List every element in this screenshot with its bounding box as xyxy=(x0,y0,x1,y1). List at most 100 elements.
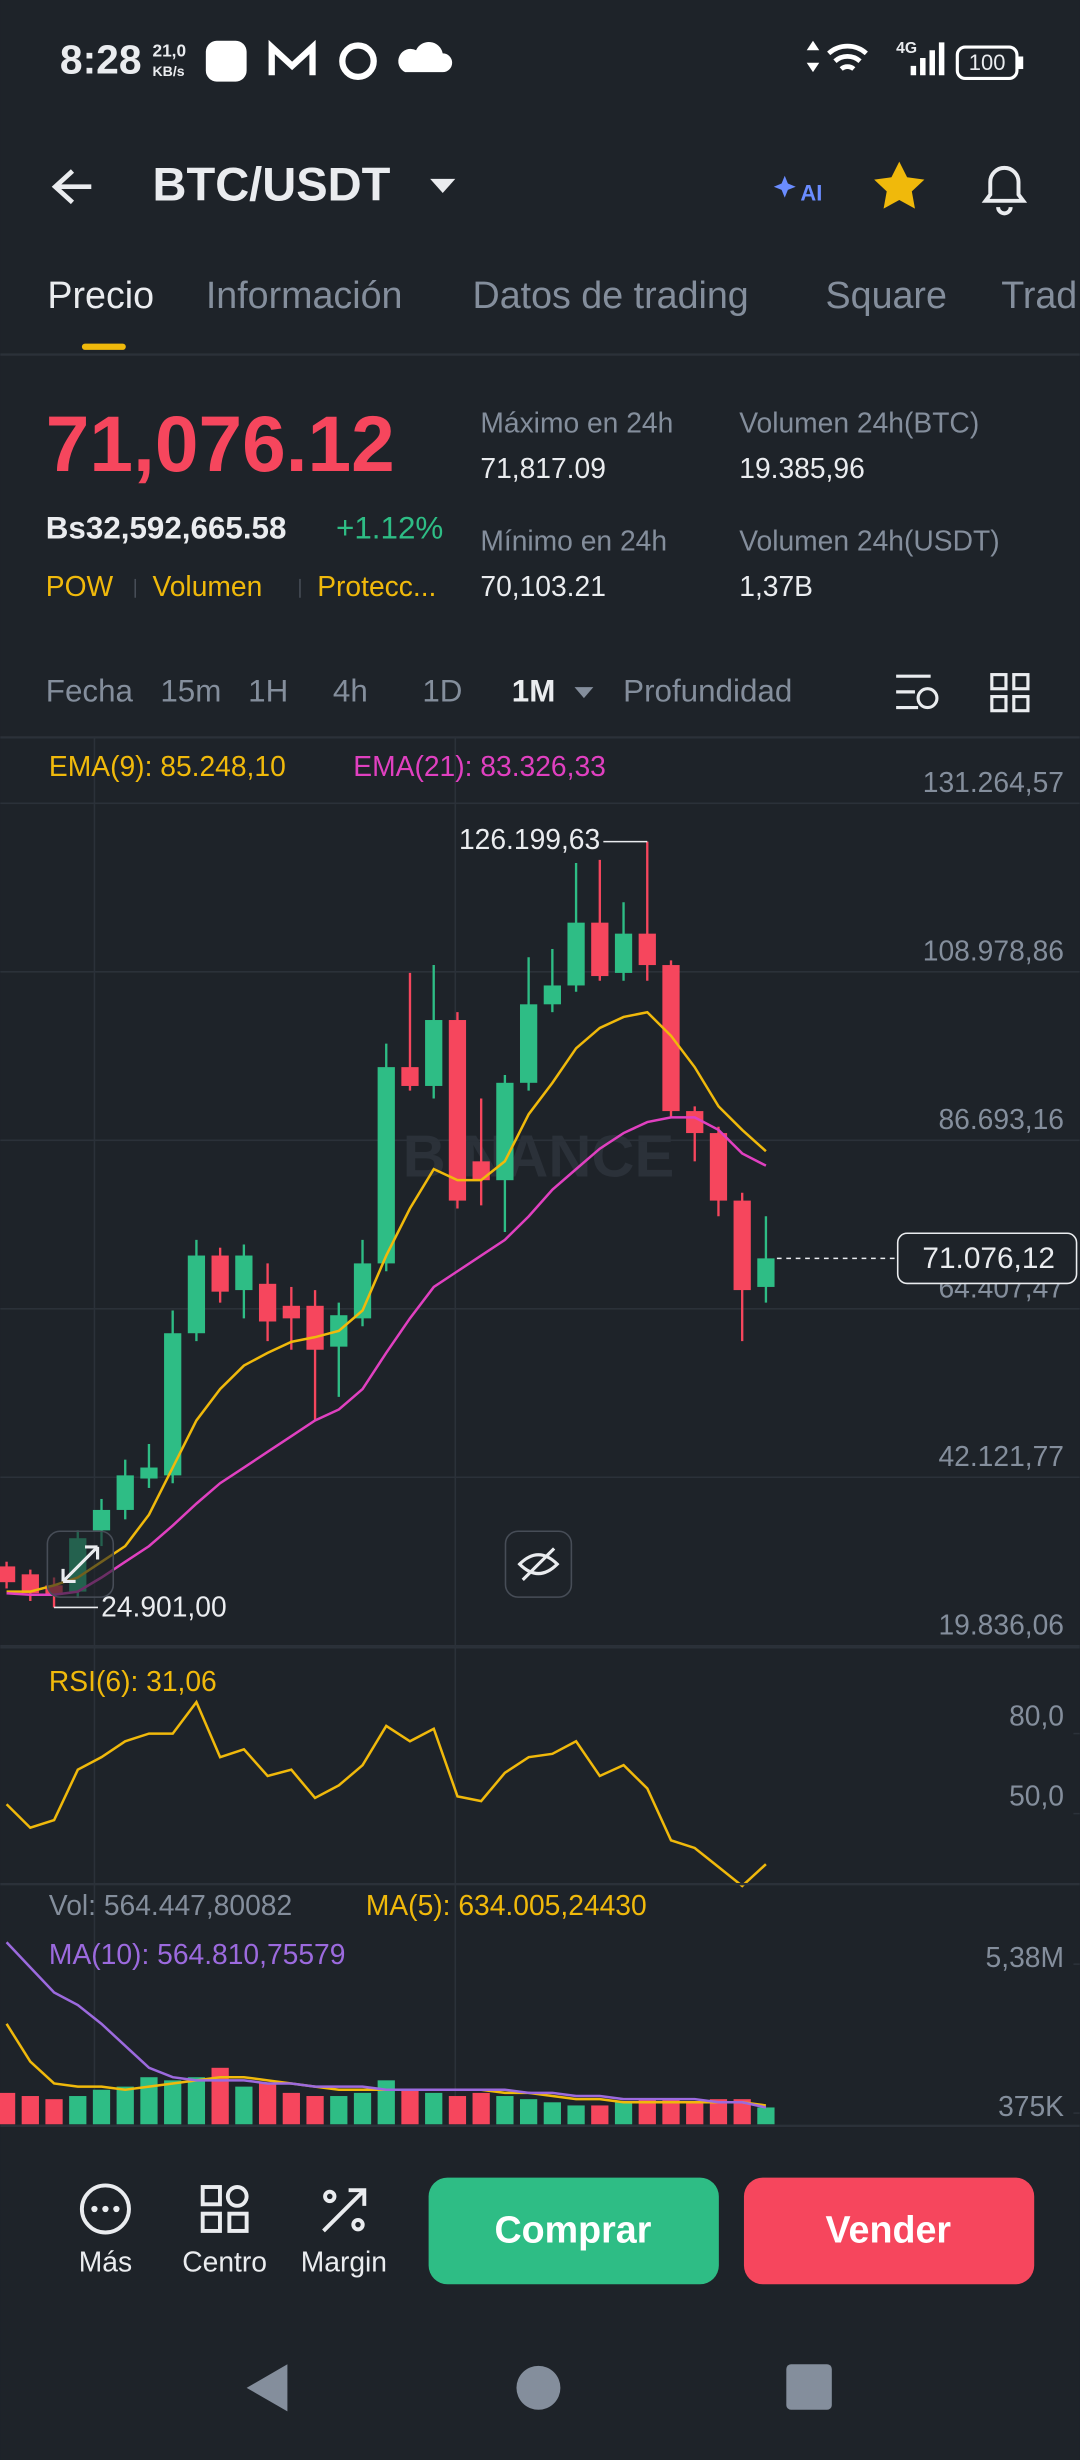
indicator-legend: EMA(21): 83.326,33 xyxy=(353,750,606,782)
app-icon xyxy=(205,40,247,82)
stat-value: 19.385,96 xyxy=(739,452,865,484)
nav-back[interactable] xyxy=(246,2364,288,2412)
back-button[interactable] xyxy=(51,169,92,205)
candle-body xyxy=(306,1305,324,1350)
battery-tip xyxy=(1018,56,1024,70)
fullscreen-button[interactable] xyxy=(46,1530,115,1598)
alert-button[interactable] xyxy=(981,165,1028,216)
y-tick-label: 108.978,86 xyxy=(923,934,1064,966)
mail-icon xyxy=(268,39,316,76)
candle-body xyxy=(116,1475,134,1510)
volume-bar xyxy=(401,2089,419,2125)
volume-bar xyxy=(686,2102,704,2125)
pair-title[interactable]: BTC/USDT xyxy=(152,158,390,211)
tab[interactable]: Trad xyxy=(1001,274,1077,316)
indicator-line xyxy=(5,1941,767,2109)
candle-body xyxy=(92,1509,111,1531)
price-change: +1.12% xyxy=(336,511,443,546)
candle-body xyxy=(591,922,609,977)
ai-button[interactable]: AI xyxy=(800,180,822,205)
indicator-settings[interactable] xyxy=(896,674,939,710)
candle-body xyxy=(733,1200,751,1291)
candle-body xyxy=(425,1020,443,1086)
volume-bar xyxy=(377,2080,395,2125)
tab[interactable]: Datos de trading xyxy=(473,274,749,316)
interval[interactable]: 1H xyxy=(248,674,288,709)
pair-dropdown[interactable] xyxy=(430,178,456,193)
volume-bar xyxy=(92,2089,111,2125)
ai-sparkle xyxy=(773,175,796,198)
candle-body xyxy=(448,1020,467,1201)
candle-body xyxy=(662,965,680,1112)
buy-button[interactable] xyxy=(428,2177,719,2285)
volume-bar xyxy=(662,2099,680,2125)
candle-body xyxy=(187,1255,206,1334)
candle-body xyxy=(258,1283,277,1322)
battery xyxy=(955,45,1019,81)
candle-body xyxy=(211,1255,229,1292)
buy-label[interactable]: Comprar xyxy=(495,2208,652,2250)
interval[interactable]: 15m xyxy=(160,674,221,709)
volume-bar xyxy=(235,2086,253,2125)
volume-bar xyxy=(638,2099,656,2125)
fiat-price: Bs32,592,665.58 xyxy=(46,511,287,546)
interval-dropdown[interactable] xyxy=(574,687,594,699)
last-price: 71,076.12 xyxy=(46,400,395,488)
volume-bar xyxy=(733,2099,751,2125)
center-icon[interactable] xyxy=(200,2185,249,2233)
battery-level: 100 xyxy=(969,50,1006,75)
candle-body xyxy=(377,1067,395,1264)
interval-selected[interactable]: 1M xyxy=(512,674,556,709)
action-label[interactable]: Centro xyxy=(182,2245,267,2277)
tag[interactable]: POW xyxy=(46,570,114,602)
candle-body xyxy=(519,1004,538,1083)
volume-bar xyxy=(211,2067,229,2125)
more-icon[interactable] xyxy=(79,2183,131,2235)
y-tick-label: 80,0 xyxy=(1009,1699,1064,1731)
interval[interactable]: 4h xyxy=(333,674,368,709)
tab[interactable]: Información xyxy=(206,274,403,316)
hide-indicators-button[interactable] xyxy=(504,1530,573,1598)
stat-value: 71,817.09 xyxy=(480,452,606,484)
nav-home[interactable] xyxy=(516,2365,561,2410)
candle-body xyxy=(401,1067,419,1086)
indicator-legend: EMA(9): 85.248,10 xyxy=(49,750,286,782)
nav-recents[interactable] xyxy=(786,2364,832,2410)
volume-bar xyxy=(472,2092,490,2125)
volume-bar xyxy=(353,2092,372,2125)
tab[interactable]: Precio xyxy=(47,274,154,316)
tab[interactable]: Square xyxy=(826,274,947,316)
network-type: 4G xyxy=(896,40,917,57)
volume-bar xyxy=(306,2096,324,2125)
volume-bar xyxy=(140,2077,158,2125)
volume-bar xyxy=(543,2102,561,2125)
candle-body xyxy=(140,1467,158,1479)
y-tick-label: 42.121,77 xyxy=(938,1440,1064,1472)
candle-body xyxy=(614,933,633,973)
interval[interactable]: 1D xyxy=(422,674,462,709)
action-label[interactable]: Margin xyxy=(301,2245,387,2277)
action-label[interactable]: Más xyxy=(79,2245,132,2277)
data-icon xyxy=(806,40,820,73)
candle-body xyxy=(353,1263,372,1319)
volume-bar xyxy=(45,2099,63,2125)
net-speed: 21,0 xyxy=(152,40,186,60)
volume-bar xyxy=(330,2096,348,2125)
interval[interactable]: Profundidad xyxy=(623,674,792,709)
interval[interactable]: Fecha xyxy=(46,674,134,709)
layout-button[interactable] xyxy=(990,673,1030,713)
margin-icon[interactable] xyxy=(322,2188,367,2233)
favorite-button[interactable] xyxy=(874,161,925,209)
tag[interactable]: Volumen xyxy=(152,570,262,602)
candle-body xyxy=(496,1082,514,1181)
candle-body xyxy=(235,1255,253,1291)
sell-label[interactable]: Vender xyxy=(826,2208,952,2250)
volume-bar xyxy=(519,2099,538,2125)
sell-button[interactable] xyxy=(743,2177,1035,2285)
volume-bar xyxy=(757,2107,775,2125)
volume-bar xyxy=(448,2096,467,2125)
tag[interactable]: Protecc... xyxy=(317,570,436,602)
tab-indicator xyxy=(81,343,126,350)
candle-body xyxy=(543,985,561,1005)
